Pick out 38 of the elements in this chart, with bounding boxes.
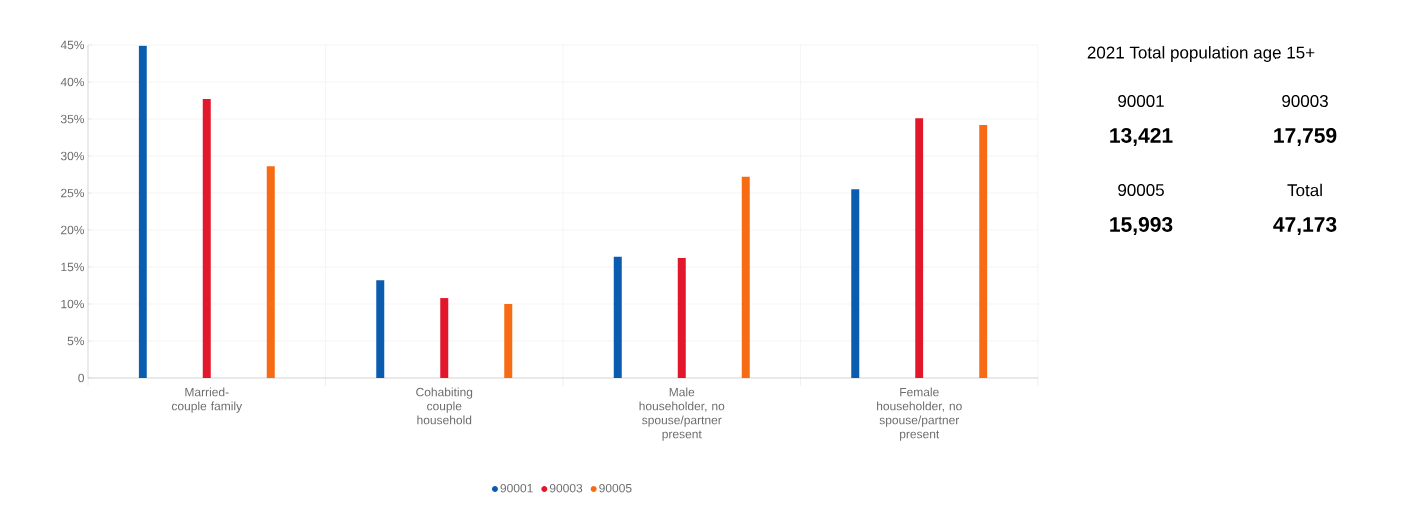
- y-tick-label: 45%: [60, 40, 85, 50]
- bar: [851, 189, 860, 378]
- x-tick-label: Married-couple family: [171, 387, 243, 413]
- text: 13,421: [1110, 128, 1173, 146]
- x-tick-label: Female householder, no spouse/partner present: [877, 387, 962, 441]
- text: 90003: [1282, 94, 1328, 108]
- y-tick-label: 15%: [61, 262, 85, 272]
- bar: [979, 124, 988, 378]
- legend-label: 90003: [549, 483, 583, 493]
- x-tick-label: Cohabiting couple household: [416, 387, 473, 425]
- text: 90001: [1118, 94, 1164, 108]
- bar: [915, 118, 924, 378]
- bar: [266, 166, 275, 378]
- text: 2021 Total population age 15+: [1087, 46, 1315, 62]
- bar: [376, 280, 385, 378]
- text: 47,173: [1273, 217, 1337, 235]
- legend-label: 90005: [599, 483, 632, 493]
- y-tick-label: 20%: [61, 225, 85, 235]
- y-tick-label: 35%: [60, 114, 85, 124]
- text: 15,993: [1110, 217, 1173, 235]
- y-tick-label: 30%: [60, 151, 85, 161]
- x-tick-label: Male householder, no spouse/partner present: [639, 387, 725, 441]
- bar: [504, 304, 513, 378]
- text: Total: [1287, 183, 1322, 197]
- bar: [613, 256, 622, 378]
- y-tick-label: 5%: [67, 336, 85, 346]
- bar: [440, 298, 449, 378]
- legend-label: 90001: [500, 483, 533, 493]
- text: 17,759: [1274, 128, 1337, 146]
- y-tick-label: 25%: [61, 188, 85, 198]
- bar: [741, 176, 750, 378]
- bar: [138, 45, 147, 378]
- text: 90005: [1118, 183, 1164, 197]
- bar: [677, 258, 686, 378]
- bar: [202, 99, 211, 378]
- y-tick-label: 40%: [60, 77, 85, 87]
- y-tick-label: 10%: [61, 299, 85, 309]
- y-tick-label: 0: [78, 373, 85, 383]
